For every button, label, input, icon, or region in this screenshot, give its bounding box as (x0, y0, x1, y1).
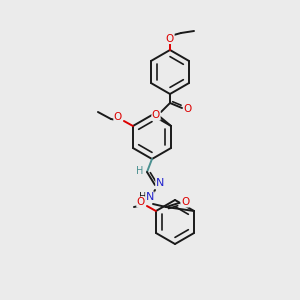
Text: N: N (156, 178, 164, 188)
Text: N: N (146, 192, 154, 202)
Text: H: H (136, 166, 144, 176)
Text: O: O (114, 112, 122, 122)
Text: H: H (139, 192, 147, 202)
Text: O: O (184, 104, 192, 114)
Text: O: O (152, 110, 160, 120)
Text: O: O (181, 197, 189, 207)
Text: O: O (166, 34, 174, 44)
Text: O: O (137, 197, 145, 207)
